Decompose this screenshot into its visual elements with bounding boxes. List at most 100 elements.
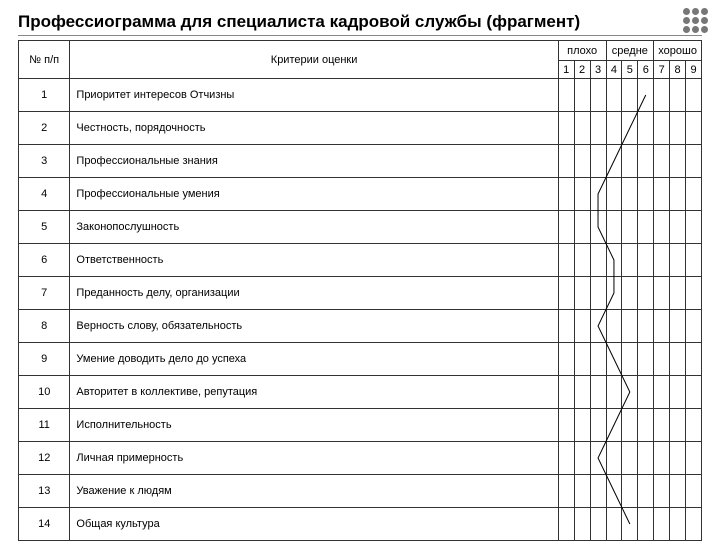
score-cell <box>638 475 654 508</box>
score-cell <box>574 508 590 541</box>
score-cell <box>590 145 606 178</box>
criteria-label: Преданность делу, организации <box>70 277 558 310</box>
score-cell <box>654 145 670 178</box>
score-cell <box>638 112 654 145</box>
row-number: 11 <box>19 409 70 442</box>
score-cell <box>606 475 622 508</box>
score-cell <box>606 310 622 343</box>
score-cell <box>590 211 606 244</box>
score-9: 9 <box>686 61 702 79</box>
header-bad: плохо <box>558 41 606 61</box>
score-cell <box>606 409 622 442</box>
score-cell <box>670 475 686 508</box>
score-cell <box>670 277 686 310</box>
score-cell <box>622 244 638 277</box>
score-cell <box>654 376 670 409</box>
score-cell <box>686 244 702 277</box>
table-row: 10Авторитет в коллективе, репутация <box>19 376 702 409</box>
criteria-label: Профессиональные умения <box>70 178 558 211</box>
criteria-label: Личная примерность <box>70 442 558 475</box>
score-cell <box>622 343 638 376</box>
row-number: 7 <box>19 277 70 310</box>
score-cell <box>574 376 590 409</box>
score-cell <box>574 277 590 310</box>
row-number: 12 <box>19 442 70 475</box>
score-cell <box>622 79 638 112</box>
score-cell <box>654 178 670 211</box>
score-cell <box>670 211 686 244</box>
score-6: 6 <box>638 61 654 79</box>
row-number: 10 <box>19 376 70 409</box>
criteria-label: Уважение к людям <box>70 475 558 508</box>
table-row: 14Общая культура <box>19 508 702 541</box>
score-cell <box>654 409 670 442</box>
score-cell <box>654 277 670 310</box>
score-cell <box>574 310 590 343</box>
score-cell <box>654 112 670 145</box>
score-cell <box>606 178 622 211</box>
table-row: 8Верность слову, обязательность <box>19 310 702 343</box>
header-criteria: Критерии оценки <box>70 41 558 79</box>
score-cell <box>606 79 622 112</box>
score-1: 1 <box>558 61 574 79</box>
score-cell <box>574 475 590 508</box>
row-number: 3 <box>19 145 70 178</box>
score-cell <box>670 244 686 277</box>
table-row: 9Умение доводить дело до успеха <box>19 343 702 376</box>
score-cell <box>654 211 670 244</box>
score-cell <box>590 277 606 310</box>
score-cell <box>670 376 686 409</box>
score-cell <box>622 277 638 310</box>
score-cell <box>574 442 590 475</box>
criteria-label: Ответственность <box>70 244 558 277</box>
score-cell <box>654 442 670 475</box>
page-title: Профессиограмма для специалиста кадровой… <box>18 12 702 36</box>
score-cell <box>654 79 670 112</box>
row-number: 9 <box>19 343 70 376</box>
row-number: 2 <box>19 112 70 145</box>
score-cell <box>590 409 606 442</box>
table-row: 4Профессиональные умения <box>19 178 702 211</box>
score-cell <box>606 244 622 277</box>
row-number: 13 <box>19 475 70 508</box>
score-cell <box>606 277 622 310</box>
score-cell <box>670 178 686 211</box>
score-cell <box>638 79 654 112</box>
score-cell <box>590 178 606 211</box>
table-row: 11Исполнительность <box>19 409 702 442</box>
score-cell <box>606 508 622 541</box>
row-number: 5 <box>19 211 70 244</box>
score-cell <box>622 442 638 475</box>
score-cell <box>670 409 686 442</box>
score-cell <box>606 376 622 409</box>
score-cell <box>638 211 654 244</box>
criteria-label: Умение доводить дело до успеха <box>70 343 558 376</box>
score-cell <box>686 442 702 475</box>
table-row: 13Уважение к людям <box>19 475 702 508</box>
score-cell <box>590 310 606 343</box>
score-cell <box>638 508 654 541</box>
score-cell <box>558 211 574 244</box>
score-cell <box>654 310 670 343</box>
criteria-label: Законопослушность <box>70 211 558 244</box>
score-cell <box>686 376 702 409</box>
criteria-label: Исполнительность <box>70 409 558 442</box>
header-mid: средне <box>606 41 654 61</box>
score-cell <box>638 343 654 376</box>
score-cell <box>590 79 606 112</box>
score-cell <box>558 79 574 112</box>
score-cell <box>670 442 686 475</box>
score-cell <box>670 310 686 343</box>
criteria-label: Профессиональные знания <box>70 145 558 178</box>
score-cell <box>590 508 606 541</box>
score-cell <box>558 277 574 310</box>
score-cell <box>686 343 702 376</box>
score-cell <box>590 376 606 409</box>
professiogram-table: № п/п Критерии оценки плохо средне хорош… <box>18 40 702 541</box>
score-cell <box>670 145 686 178</box>
criteria-label: Общая культура <box>70 508 558 541</box>
score-cell <box>574 409 590 442</box>
score-cell <box>686 79 702 112</box>
score-cell <box>574 178 590 211</box>
score-cell <box>670 508 686 541</box>
